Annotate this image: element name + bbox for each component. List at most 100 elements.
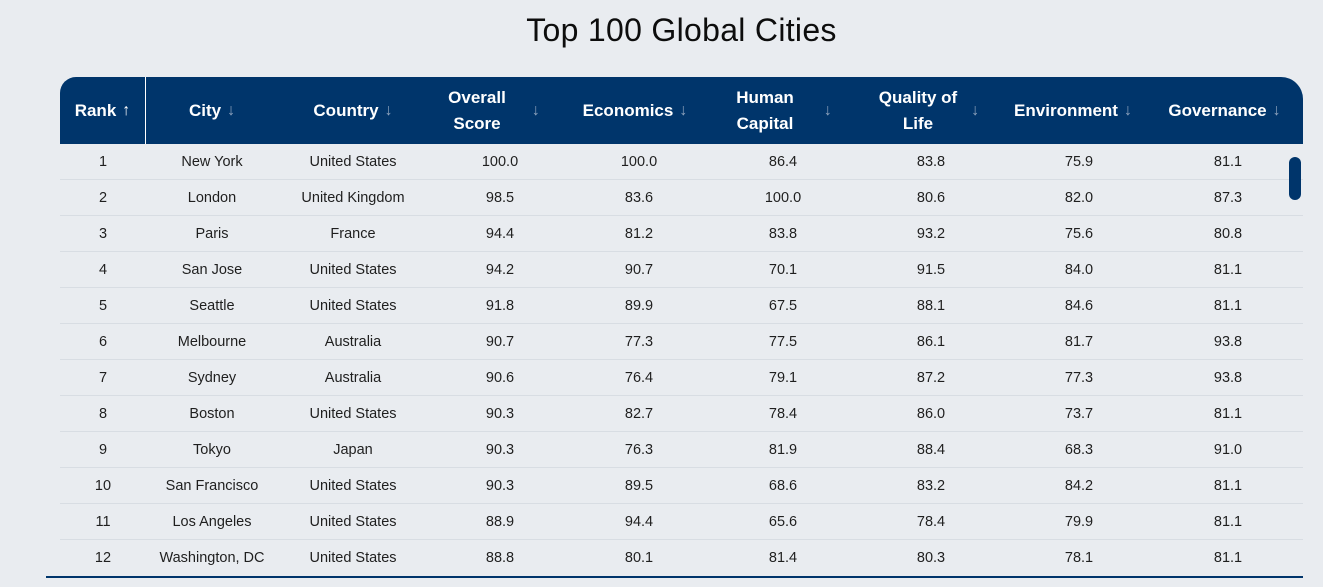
cell-city: New York	[181, 154, 243, 170]
column-label: Human Capital	[736, 85, 794, 137]
cell-economics: 80.1	[624, 550, 654, 566]
column-label-line: Human	[736, 87, 794, 107]
sort-descending-icon: ↓	[531, 101, 540, 119]
table-row[interactable]: 2 London United Kingdom 98.5 83.6 100.0 80.6 82…	[60, 180, 1303, 216]
column-label: Governance	[1168, 100, 1267, 120]
cities-table: Rank ↑ City ↓ Country ↓ Overall Score ↓ …	[60, 77, 1303, 575]
cell-overall-score: 91.8	[485, 298, 515, 314]
table-header: Rank ↑ City ↓ Country ↓ Overall Score ↓ …	[60, 77, 1303, 144]
cell-economics: 100.0	[620, 154, 658, 170]
cell-economics: 90.7	[624, 262, 654, 278]
cell-human-capital: 77.5	[768, 334, 798, 350]
table-row[interactable]: 12 Washington, DC United States 88.8 80.1 81.…	[60, 540, 1303, 575]
cell-rank: 3	[98, 226, 108, 242]
sort-descending-icon: ↓	[971, 101, 980, 119]
cell-environment: 84.2	[1064, 478, 1094, 494]
table-row[interactable]: 3 Paris France 94.4 81.2 83.8 93.2 75.6 80.8	[60, 216, 1303, 252]
column-header-human-capital[interactable]: Human Capital ↓	[710, 77, 858, 144]
cell-overall-score: 100.0	[481, 154, 519, 170]
cell-quality-of-life: 86.1	[916, 334, 946, 350]
table-row[interactable]: 5 Seattle United States 91.8 89.9 67.5 88.1 84.…	[60, 288, 1303, 324]
cell-country: United States	[309, 478, 397, 494]
cell-city: Paris	[195, 226, 229, 242]
cell-quality-of-life: 80.3	[916, 550, 946, 566]
cell-environment: 77.3	[1064, 370, 1094, 386]
column-label: Quality of Life	[879, 85, 957, 137]
cell-human-capital: 81.9	[768, 442, 798, 458]
cell-economics: 89.5	[624, 478, 654, 494]
cell-governance: 81.1	[1213, 550, 1243, 566]
cell-economics: 89.9	[624, 298, 654, 314]
column-header-quality-of-life[interactable]: Quality of Life ↓	[858, 77, 1000, 144]
cell-human-capital: 70.1	[768, 262, 798, 278]
table-row[interactable]: 8 Boston United States 90.3 82.7 78.4 86.0 73.7…	[60, 396, 1303, 432]
cell-overall-score: 88.8	[485, 550, 515, 566]
column-label: Overall Score	[448, 85, 506, 137]
cell-environment: 81.7	[1064, 334, 1094, 350]
cell-environment: 78.1	[1064, 550, 1094, 566]
table-row[interactable]: 7 Sydney Australia 90.6 76.4 79.1 87.2 77.3 93.8	[60, 360, 1303, 396]
column-label: Country	[313, 100, 379, 120]
cell-governance: 81.1	[1213, 406, 1243, 422]
cell-economics: 76.3	[624, 442, 654, 458]
cell-country: Australia	[324, 370, 382, 386]
cell-quality-of-life: 83.2	[916, 478, 946, 494]
column-label-line: Score	[453, 113, 501, 133]
column-header-economics[interactable]: Economics ↓	[560, 77, 710, 144]
cell-quality-of-life: 83.8	[916, 154, 946, 170]
column-header-country[interactable]: Country ↓	[278, 77, 428, 144]
cell-economics: 94.4	[624, 514, 654, 530]
cell-environment: 73.7	[1064, 406, 1094, 422]
cell-overall-score: 94.2	[485, 262, 515, 278]
cell-city: Los Angeles	[172, 514, 252, 530]
column-label-line: Overall	[448, 87, 506, 107]
cell-country: Japan	[333, 442, 373, 458]
cell-human-capital: 67.5	[768, 298, 798, 314]
cell-rank: 9	[98, 442, 108, 458]
cell-governance: 81.1	[1213, 262, 1243, 278]
column-header-city[interactable]: City ↓	[146, 77, 278, 144]
cell-human-capital: 79.1	[768, 370, 798, 386]
cell-city: Boston	[189, 406, 235, 422]
table-bottom-divider	[46, 576, 1303, 578]
scrollbar-thumb[interactable]	[1289, 157, 1301, 200]
cell-country: United States	[309, 514, 397, 530]
sort-descending-icon: ↓	[227, 101, 236, 119]
page-title: Top 100 Global Cities	[526, 12, 837, 48]
cell-quality-of-life: 91.5	[916, 262, 946, 278]
column-header-overall-score[interactable]: Overall Score ↓	[428, 77, 560, 144]
cell-country: France	[330, 226, 376, 242]
cell-country: United Kingdom	[301, 190, 405, 206]
cell-city: San Francisco	[165, 478, 259, 494]
table-row[interactable]: 1 New York United States 100.0 100.0 86.4 83.8…	[60, 144, 1303, 180]
cell-rank: 10	[94, 478, 112, 494]
cell-quality-of-life: 88.4	[916, 442, 946, 458]
column-label-line: Life	[902, 113, 934, 133]
cell-environment: 75.6	[1064, 226, 1094, 242]
cell-governance: 81.1	[1213, 478, 1243, 494]
cell-environment: 79.9	[1064, 514, 1094, 530]
cell-overall-score: 90.6	[485, 370, 515, 386]
table-row[interactable]: 9 Tokyo Japan 90.3 76.3 81.9 88.4 68.3 91.0	[60, 432, 1303, 468]
column-label: Economics	[582, 100, 674, 120]
table-row[interactable]: 6 Melbourne Australia 90.7 77.3 77.5 86.1 81.7 9…	[60, 324, 1303, 360]
cell-country: United States	[309, 406, 397, 422]
cell-overall-score: 90.3	[485, 442, 515, 458]
cell-governance: 93.8	[1213, 370, 1243, 386]
column-header-environment[interactable]: Environment ↓	[1000, 77, 1146, 144]
table-row[interactable]: 10 San Francisco United States 90.3 89.5 68.6…	[60, 468, 1303, 504]
column-header-governance[interactable]: Governance ↓	[1146, 77, 1303, 144]
column-header-rank[interactable]: Rank ↑	[60, 77, 146, 144]
cell-environment: 82.0	[1064, 190, 1094, 206]
cell-rank: 1	[98, 154, 108, 170]
cell-economics: 82.7	[624, 406, 654, 422]
cell-rank: 4	[98, 262, 108, 278]
cell-human-capital: 83.8	[768, 226, 798, 242]
table-row[interactable]: 11 Los Angeles United States 88.9 94.4 65.6 78…	[60, 504, 1303, 540]
table-row[interactable]: 4 San Jose United States 94.2 90.7 70.1 91.5 84…	[60, 252, 1303, 288]
cell-rank: 6	[98, 334, 108, 350]
cell-quality-of-life: 78.4	[916, 514, 946, 530]
cell-environment: 84.0	[1064, 262, 1094, 278]
cell-governance: 87.3	[1213, 190, 1243, 206]
